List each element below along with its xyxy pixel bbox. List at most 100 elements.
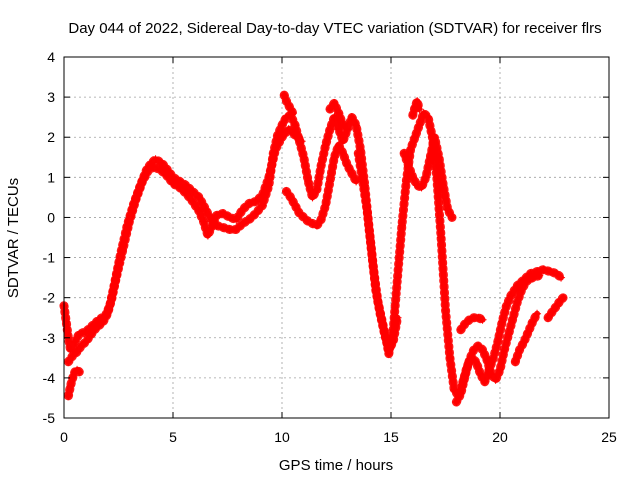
data-point xyxy=(384,345,393,354)
data-point xyxy=(75,329,84,338)
series-trace-spread xyxy=(408,96,424,120)
data-point xyxy=(500,345,509,354)
data-point xyxy=(291,121,300,130)
data-point xyxy=(410,103,419,112)
data-point xyxy=(430,133,439,142)
data-point xyxy=(158,159,167,168)
data-point xyxy=(291,201,300,210)
data-point xyxy=(304,217,313,226)
data-point xyxy=(86,331,95,340)
data-point xyxy=(238,219,247,228)
x-tick-labels: 0 5 10 15 20 25 xyxy=(60,429,617,445)
data-point xyxy=(125,217,134,226)
y-tick-label: 2 xyxy=(47,129,55,145)
data-point xyxy=(312,185,321,194)
data-point xyxy=(330,99,339,108)
data-point xyxy=(410,133,419,142)
data-point xyxy=(271,145,280,154)
data-point xyxy=(419,109,428,118)
data-point xyxy=(107,293,116,302)
data-point xyxy=(151,155,160,164)
chart-title: Day 044 of 2022, Sidereal Day-to-day VTE… xyxy=(68,20,601,37)
y-tick-labels: -5 -4 -3 -2 -1 0 1 2 3 4 xyxy=(43,49,56,426)
data-point xyxy=(474,313,483,322)
data-point xyxy=(81,337,90,346)
grid-lines xyxy=(64,57,609,418)
data-point xyxy=(308,193,317,202)
data-point xyxy=(347,169,356,178)
data-point xyxy=(347,113,356,122)
y-tick-label: -2 xyxy=(43,290,56,306)
data-point xyxy=(203,231,212,240)
data-point xyxy=(445,353,454,362)
data-point xyxy=(325,125,334,134)
data-point xyxy=(439,181,448,190)
data-point xyxy=(465,315,474,324)
data-point xyxy=(293,133,302,142)
data-point xyxy=(522,277,531,286)
data-point xyxy=(325,177,334,186)
y-tick-label: -3 xyxy=(43,330,56,346)
data-point xyxy=(343,125,352,134)
data-point xyxy=(367,245,376,254)
data-point xyxy=(358,177,367,186)
data-point xyxy=(94,321,103,330)
data-point xyxy=(251,197,260,206)
data-point xyxy=(371,285,380,294)
data-point xyxy=(288,109,297,118)
data-point xyxy=(317,161,326,170)
y-tick-label: 4 xyxy=(47,49,55,65)
y-tick-label: 0 xyxy=(47,209,55,225)
data-point xyxy=(487,369,496,378)
axis-ticks xyxy=(63,56,610,419)
data-point xyxy=(299,213,308,222)
data-point xyxy=(552,301,561,310)
y-tick-label: -5 xyxy=(43,410,56,426)
data-point xyxy=(415,121,424,130)
data-point xyxy=(64,357,73,366)
data-point xyxy=(559,293,568,302)
data-point xyxy=(90,325,99,334)
data-point xyxy=(232,215,241,224)
data-point xyxy=(182,189,191,198)
data-point xyxy=(393,313,402,322)
data-point xyxy=(312,221,321,230)
x-tick-label: 0 xyxy=(60,429,68,445)
data-point xyxy=(424,113,433,122)
data-point xyxy=(456,389,465,398)
data-point xyxy=(169,179,177,188)
data-point xyxy=(509,313,518,322)
x-tick-label: 5 xyxy=(169,429,177,445)
series-trace-spread xyxy=(63,365,84,401)
x-tick-label: 25 xyxy=(601,429,617,445)
data-point xyxy=(64,391,73,400)
data-point xyxy=(70,337,79,346)
data-point xyxy=(118,245,127,254)
data-point xyxy=(491,375,500,384)
data-point xyxy=(278,133,286,142)
data-point xyxy=(219,223,228,232)
data-point xyxy=(380,329,389,338)
data-point xyxy=(415,105,424,114)
data-point xyxy=(317,215,326,224)
data-point xyxy=(212,211,221,220)
data-points xyxy=(59,90,568,407)
data-point xyxy=(288,129,297,138)
data-point xyxy=(286,193,295,202)
data-point xyxy=(474,341,483,350)
data-point xyxy=(456,325,465,334)
data-point xyxy=(506,291,515,300)
data-point xyxy=(543,313,552,322)
data-point xyxy=(225,213,234,222)
data-point xyxy=(354,149,363,158)
data-point xyxy=(199,217,208,226)
data-point xyxy=(478,315,487,324)
data-point xyxy=(304,177,313,186)
data-point xyxy=(400,149,409,158)
data-point xyxy=(297,137,306,146)
x-tick-label: 15 xyxy=(383,429,399,445)
data-point xyxy=(286,105,295,114)
data-point xyxy=(519,337,528,346)
data-point xyxy=(443,205,452,214)
